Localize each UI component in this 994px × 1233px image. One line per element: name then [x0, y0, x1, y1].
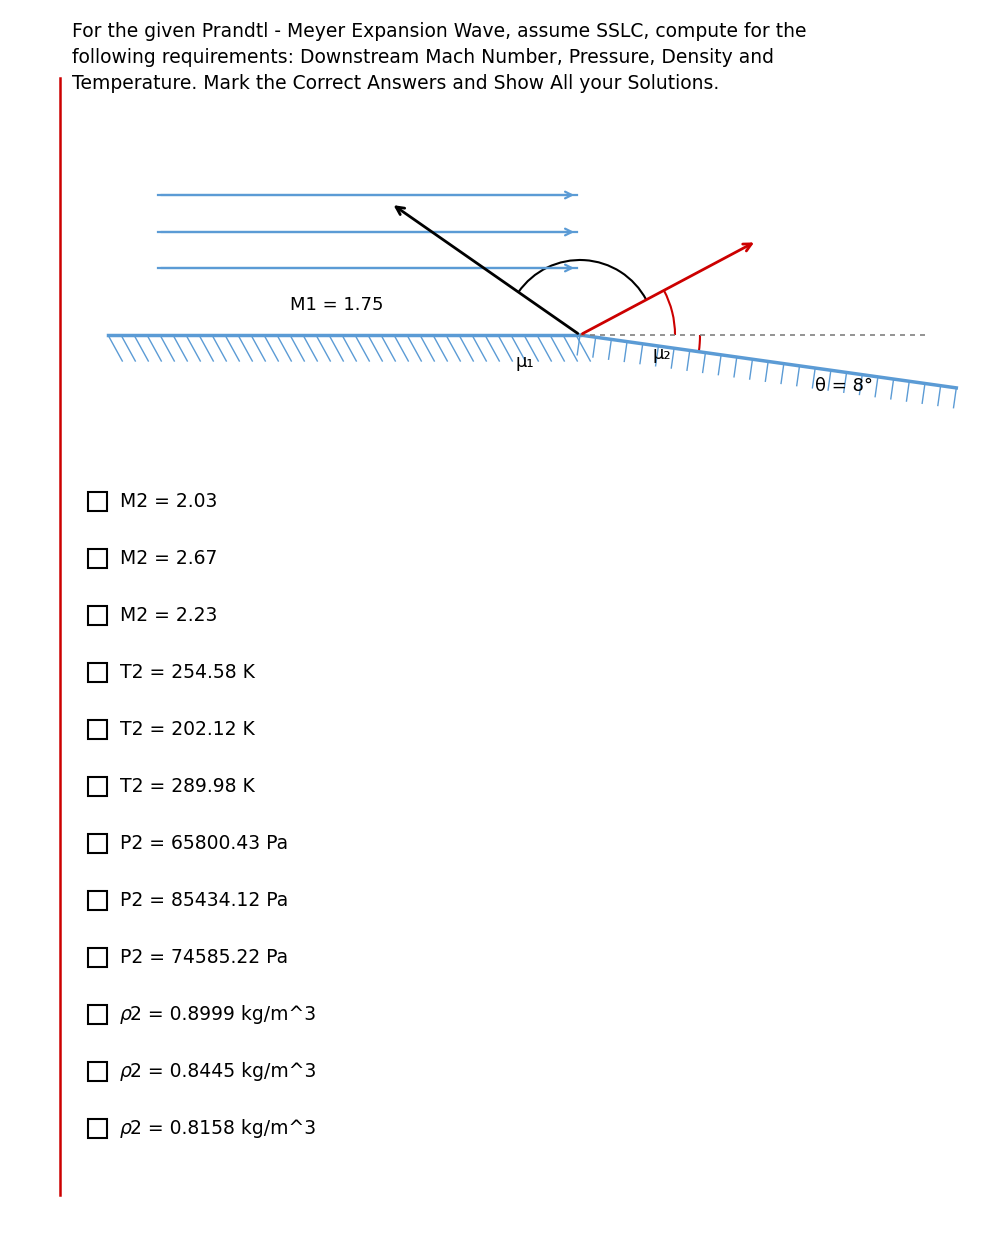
Bar: [88, 1062, 107, 1081]
Text: M2 = 2.67: M2 = 2.67: [120, 549, 218, 568]
Text: ρ: ρ: [120, 1120, 132, 1138]
Text: Temperature. Mark the Correct Answers and Show All your Solutions.: Temperature. Mark the Correct Answers an…: [72, 74, 720, 92]
Text: T2 = 254.58 K: T2 = 254.58 K: [120, 663, 254, 682]
Bar: [88, 948, 107, 967]
Bar: [88, 605, 107, 625]
Bar: [88, 891, 107, 910]
Text: M2 = 2.23: M2 = 2.23: [120, 605, 218, 625]
Text: P2 = 74585.22 Pa: P2 = 74585.22 Pa: [120, 948, 288, 967]
Text: M2 = 2.03: M2 = 2.03: [120, 492, 218, 510]
Text: ρ: ρ: [120, 1005, 132, 1023]
Text: 2 = 0.8999 kg/m^3: 2 = 0.8999 kg/m^3: [130, 1005, 316, 1023]
Text: T2 = 202.12 K: T2 = 202.12 K: [120, 720, 254, 739]
Bar: [88, 777, 107, 797]
Text: 2 = 0.8158 kg/m^3: 2 = 0.8158 kg/m^3: [130, 1120, 316, 1138]
Text: μ₂: μ₂: [653, 345, 671, 363]
Text: θ = 8°: θ = 8°: [815, 377, 873, 395]
Text: μ₁: μ₁: [516, 353, 535, 371]
Text: For the given Prandtl - Meyer Expansion Wave, assume SSLC, compute for the: For the given Prandtl - Meyer Expansion …: [72, 22, 806, 41]
Bar: [88, 834, 107, 853]
Text: P2 = 85434.12 Pa: P2 = 85434.12 Pa: [120, 891, 288, 910]
Text: ρ: ρ: [120, 1062, 132, 1081]
Bar: [88, 1005, 107, 1023]
Text: P2 = 65800.43 Pa: P2 = 65800.43 Pa: [120, 834, 288, 853]
Bar: [88, 663, 107, 682]
Text: following requirements: Downstream Mach Number, Pressure, Density and: following requirements: Downstream Mach …: [72, 48, 774, 67]
Bar: [88, 1120, 107, 1138]
Text: T2 = 289.98 K: T2 = 289.98 K: [120, 777, 254, 797]
Bar: [88, 549, 107, 568]
Text: 2 = 0.8445 kg/m^3: 2 = 0.8445 kg/m^3: [130, 1062, 316, 1081]
Text: M1 = 1.75: M1 = 1.75: [290, 296, 384, 314]
Bar: [88, 492, 107, 510]
Bar: [88, 720, 107, 739]
